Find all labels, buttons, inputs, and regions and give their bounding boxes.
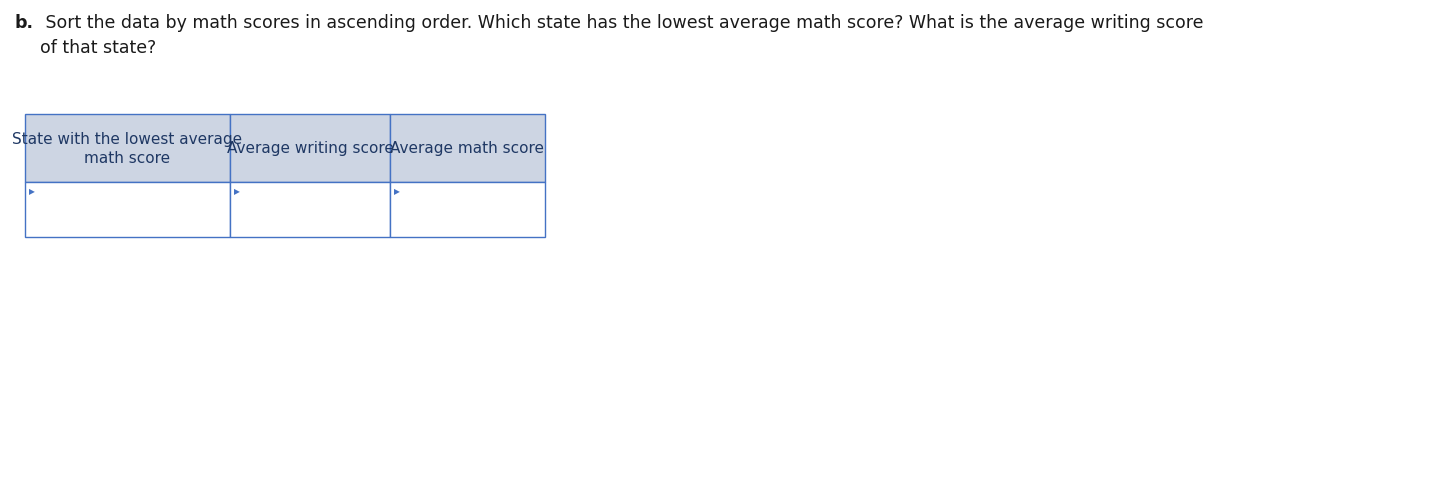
Text: State with the lowest average
math score: State with the lowest average math score bbox=[13, 131, 243, 166]
Text: b.: b. bbox=[15, 14, 33, 32]
Text: ▶: ▶ bbox=[29, 187, 35, 195]
Text: Sort the data by math scores in ascending order. Which state has the lowest aver: Sort the data by math scores in ascendin… bbox=[41, 14, 1203, 57]
Text: Average math score: Average math score bbox=[390, 141, 544, 156]
Text: ▶: ▶ bbox=[394, 187, 400, 195]
Text: Average writing score: Average writing score bbox=[227, 141, 393, 156]
Text: ▶: ▶ bbox=[234, 187, 240, 195]
